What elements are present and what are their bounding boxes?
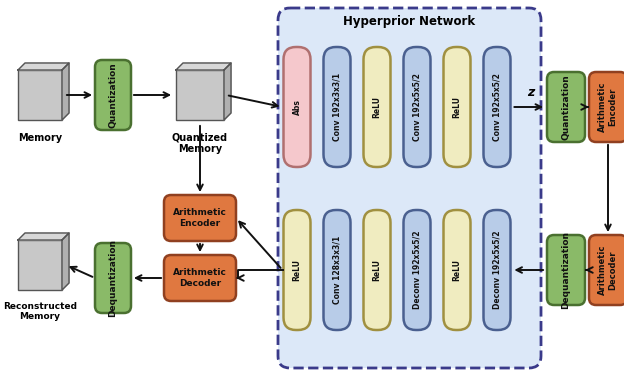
Polygon shape	[62, 233, 69, 290]
Text: Deconv 192x5x5/2: Deconv 192x5x5/2	[492, 231, 502, 309]
Text: Arithmetic
Encoder: Arithmetic Encoder	[173, 208, 227, 228]
Text: Conv 192x5x5/2: Conv 192x5x5/2	[492, 73, 502, 141]
FancyBboxPatch shape	[323, 47, 351, 167]
Text: Reconstructed
Memory: Reconstructed Memory	[3, 302, 77, 321]
Text: ReLU: ReLU	[293, 259, 301, 281]
FancyBboxPatch shape	[283, 47, 311, 167]
FancyBboxPatch shape	[547, 72, 585, 142]
Text: Arithmetic
Decoder: Arithmetic Decoder	[598, 245, 618, 295]
Text: ReLU: ReLU	[373, 259, 381, 281]
FancyBboxPatch shape	[164, 195, 236, 241]
FancyBboxPatch shape	[364, 47, 391, 167]
Polygon shape	[18, 233, 69, 240]
Polygon shape	[224, 63, 231, 120]
FancyBboxPatch shape	[278, 8, 541, 368]
Text: Arithmetic
Encoder: Arithmetic Encoder	[598, 82, 618, 132]
Text: ReLU: ReLU	[373, 96, 381, 118]
FancyBboxPatch shape	[484, 210, 510, 330]
FancyBboxPatch shape	[95, 60, 131, 130]
Text: Dequantization: Dequantization	[109, 239, 117, 317]
FancyBboxPatch shape	[283, 210, 311, 330]
Text: Hyperprior Network: Hyperprior Network	[343, 15, 475, 28]
FancyBboxPatch shape	[323, 210, 351, 330]
Text: ReLU: ReLU	[452, 259, 462, 281]
Polygon shape	[18, 63, 69, 70]
FancyBboxPatch shape	[444, 210, 470, 330]
Text: Quantization: Quantization	[109, 62, 117, 128]
Text: Memory: Memory	[18, 133, 62, 143]
Text: Conv 192x3x3/1: Conv 192x3x3/1	[333, 73, 341, 141]
Polygon shape	[176, 63, 231, 70]
FancyBboxPatch shape	[404, 210, 431, 330]
FancyBboxPatch shape	[18, 240, 62, 290]
Text: z: z	[527, 86, 534, 99]
FancyBboxPatch shape	[484, 47, 510, 167]
Text: ReLU: ReLU	[452, 96, 462, 118]
Text: Quantization: Quantization	[562, 74, 570, 140]
Polygon shape	[62, 63, 69, 120]
FancyBboxPatch shape	[444, 47, 470, 167]
Text: Arithmetic
Decoder: Arithmetic Decoder	[173, 268, 227, 288]
FancyBboxPatch shape	[18, 70, 62, 120]
FancyBboxPatch shape	[364, 210, 391, 330]
Text: Abs: Abs	[293, 99, 301, 115]
FancyBboxPatch shape	[547, 235, 585, 305]
FancyBboxPatch shape	[95, 243, 131, 313]
FancyBboxPatch shape	[404, 47, 431, 167]
FancyBboxPatch shape	[589, 72, 624, 142]
FancyBboxPatch shape	[589, 235, 624, 305]
Text: Quantized
Memory: Quantized Memory	[172, 132, 228, 153]
Text: Conv 128x3x3/1: Conv 128x3x3/1	[333, 236, 341, 304]
FancyBboxPatch shape	[164, 255, 236, 301]
Text: Conv 192x5x5/2: Conv 192x5x5/2	[412, 73, 421, 141]
Text: Deconv 192x5x5/2: Deconv 192x5x5/2	[412, 231, 421, 309]
FancyBboxPatch shape	[176, 70, 224, 120]
Text: Dequantization: Dequantization	[562, 231, 570, 309]
